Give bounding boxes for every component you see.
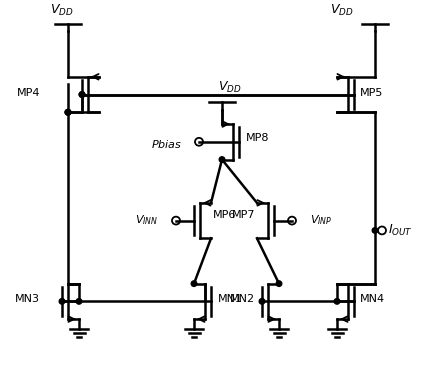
Text: $V_{DD}$: $V_{DD}$ (50, 3, 74, 18)
Circle shape (219, 157, 225, 162)
Text: MP8: MP8 (246, 133, 270, 143)
Circle shape (191, 281, 197, 286)
Text: MN3: MN3 (15, 294, 40, 305)
Text: $V_{INP}$: $V_{INP}$ (310, 214, 332, 228)
Circle shape (79, 92, 85, 97)
Text: MP5: MP5 (360, 88, 384, 97)
Text: $V_{INN}$: $V_{INN}$ (135, 214, 158, 228)
Circle shape (259, 299, 265, 304)
Text: $Pbias$: $Pbias$ (151, 138, 182, 150)
Circle shape (372, 228, 378, 233)
Text: $V_{DD}$: $V_{DD}$ (218, 79, 242, 95)
Circle shape (334, 299, 340, 304)
Text: $I_{OUT}$: $I_{OUT}$ (388, 223, 413, 238)
Text: MP7: MP7 (231, 210, 255, 220)
Text: MN2: MN2 (230, 294, 255, 305)
Circle shape (79, 92, 85, 97)
Text: $V_{DD}$: $V_{DD}$ (330, 3, 353, 18)
Text: MN4: MN4 (360, 294, 385, 305)
Circle shape (76, 299, 82, 304)
Text: MP4: MP4 (16, 88, 40, 97)
Circle shape (276, 281, 282, 286)
Text: MP6: MP6 (213, 210, 236, 220)
Text: MN1: MN1 (218, 294, 243, 305)
Circle shape (65, 109, 71, 115)
Circle shape (65, 109, 71, 115)
Circle shape (65, 109, 71, 115)
Circle shape (59, 299, 65, 304)
